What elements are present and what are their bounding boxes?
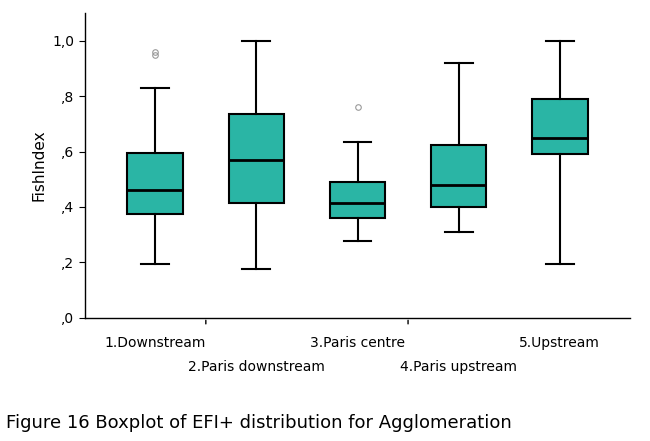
PathPatch shape: [127, 153, 183, 214]
Text: 5.Upstream: 5.Upstream: [519, 336, 600, 350]
Y-axis label: FishIndex: FishIndex: [32, 130, 47, 201]
PathPatch shape: [431, 145, 486, 207]
PathPatch shape: [532, 99, 588, 154]
PathPatch shape: [229, 114, 284, 203]
PathPatch shape: [330, 182, 385, 218]
Text: Figure 16 Boxplot of EFI+ distribution for Agglomeration: Figure 16 Boxplot of EFI+ distribution f…: [6, 414, 512, 432]
Text: 2.Paris downstream: 2.Paris downstream: [188, 360, 325, 374]
Text: 4.Paris upstream: 4.Paris upstream: [400, 360, 517, 374]
Text: 1.Downstream: 1.Downstream: [105, 336, 206, 350]
Text: 3.Paris centre: 3.Paris centre: [310, 336, 405, 350]
